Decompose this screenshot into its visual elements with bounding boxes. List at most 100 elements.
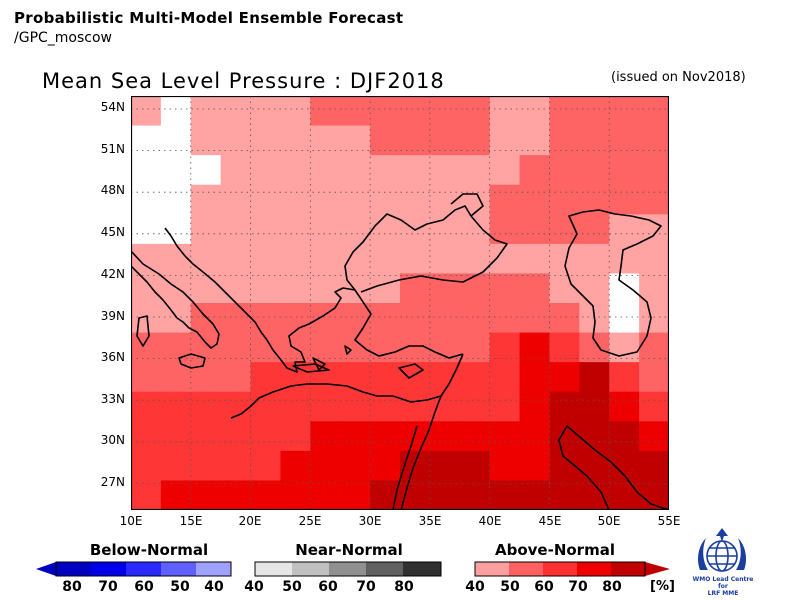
legend-tick: 80 <box>394 579 414 595</box>
probability-cell <box>160 273 192 304</box>
probability-cell <box>370 332 401 363</box>
logo-caption-line-1: WMO Lead Centre for <box>692 576 754 590</box>
probability-cell <box>190 450 222 481</box>
probability-cell <box>400 155 431 186</box>
probability-cell <box>579 214 610 245</box>
legend-tick: 40 <box>204 579 224 595</box>
probability-cell <box>370 362 401 393</box>
probability-cell <box>459 303 491 334</box>
probability-cell <box>160 125 192 156</box>
probability-cell <box>250 421 281 452</box>
probability-cell <box>489 96 521 127</box>
probability-cell <box>639 125 669 156</box>
probability-cell <box>400 391 431 422</box>
probability-cell <box>190 273 222 304</box>
forecast-map <box>131 96 669 510</box>
probability-cell <box>310 184 341 215</box>
probability-cell <box>609 480 640 510</box>
probability-cell <box>310 450 341 481</box>
probability-cell <box>340 184 371 215</box>
probability-cell <box>519 362 550 393</box>
probability-cell <box>310 214 341 245</box>
probability-cell <box>280 450 311 481</box>
probability-cell <box>609 96 640 127</box>
probability-cell <box>489 155 521 186</box>
probability-cell <box>190 391 222 422</box>
probability-cell <box>220 391 252 422</box>
probability-cell <box>370 214 401 245</box>
probability-cell <box>429 480 461 510</box>
probability-cell <box>310 243 341 274</box>
probability-cell <box>280 332 311 363</box>
legend-tick: 50 <box>170 579 190 595</box>
probability-cell <box>400 184 431 215</box>
logo-caption-line-2: LRF MME <box>707 590 739 597</box>
issued-label: (issued on Nov2018) <box>611 70 746 85</box>
probability-cell <box>160 184 192 215</box>
lon-label: 40E <box>478 514 502 528</box>
probability-cell <box>220 273 252 304</box>
probability-cell <box>400 96 431 127</box>
probability-cell <box>250 96 281 127</box>
probability-cell <box>340 303 371 334</box>
probability-cell <box>639 391 669 422</box>
probability-cell <box>579 155 610 186</box>
probability-cell <box>131 362 162 393</box>
probability-cell <box>549 421 580 452</box>
probability-cell <box>220 480 252 510</box>
lat-label: 54N <box>100 100 125 114</box>
probability-cell <box>519 96 550 127</box>
probability-cell <box>459 480 491 510</box>
probability-cell <box>459 391 491 422</box>
probability-cell <box>609 303 640 334</box>
probability-cell <box>489 362 521 393</box>
legend-tick: 40 <box>465 579 485 595</box>
probability-cell <box>280 214 311 245</box>
probability-cell <box>220 214 252 245</box>
probability-cell <box>131 184 162 215</box>
lon-label: 15E <box>179 514 203 528</box>
probability-cell <box>639 421 669 452</box>
probability-cell <box>489 391 521 422</box>
probability-cell <box>280 184 311 215</box>
probability-cell <box>609 391 640 422</box>
probability-cell <box>131 450 162 481</box>
probability-cell <box>131 125 162 156</box>
probability-cell <box>609 155 640 186</box>
probability-cell <box>489 273 521 304</box>
probability-cell <box>190 96 222 127</box>
probability-cell <box>310 421 341 452</box>
lon-label: 50E <box>597 514 621 528</box>
legend-tick: 40 <box>244 579 264 595</box>
probability-cell <box>519 243 550 274</box>
probability-cell <box>489 450 521 481</box>
probability-cell <box>429 391 461 422</box>
probability-cell <box>639 155 669 186</box>
probability-cell <box>489 303 521 334</box>
probability-cell <box>131 332 162 363</box>
probability-cell <box>160 450 192 481</box>
lat-label: 51N <box>100 142 125 156</box>
probability-cell <box>519 421 550 452</box>
lat-label: 33N <box>100 392 125 406</box>
probability-cell <box>220 450 252 481</box>
probability-cell <box>370 125 401 156</box>
probability-cell <box>459 125 491 156</box>
probability-cell <box>519 480 550 510</box>
probability-cell <box>340 421 371 452</box>
probability-cell <box>459 362 491 393</box>
probability-cell <box>579 332 610 363</box>
map-title: Mean Sea Level Pressure : DJF2018 <box>42 69 445 93</box>
probability-cell <box>370 273 401 304</box>
probability-cell <box>639 243 669 274</box>
probability-cell <box>459 184 491 215</box>
probability-cell <box>609 332 640 363</box>
lat-label: 27N <box>100 475 125 489</box>
probability-cell <box>429 96 461 127</box>
probability-cell <box>489 421 521 452</box>
probability-cell <box>220 421 252 452</box>
legend-tick: 70 <box>98 579 118 595</box>
probability-cell <box>400 125 431 156</box>
probability-cell <box>370 155 401 186</box>
probability-cell <box>160 480 192 510</box>
